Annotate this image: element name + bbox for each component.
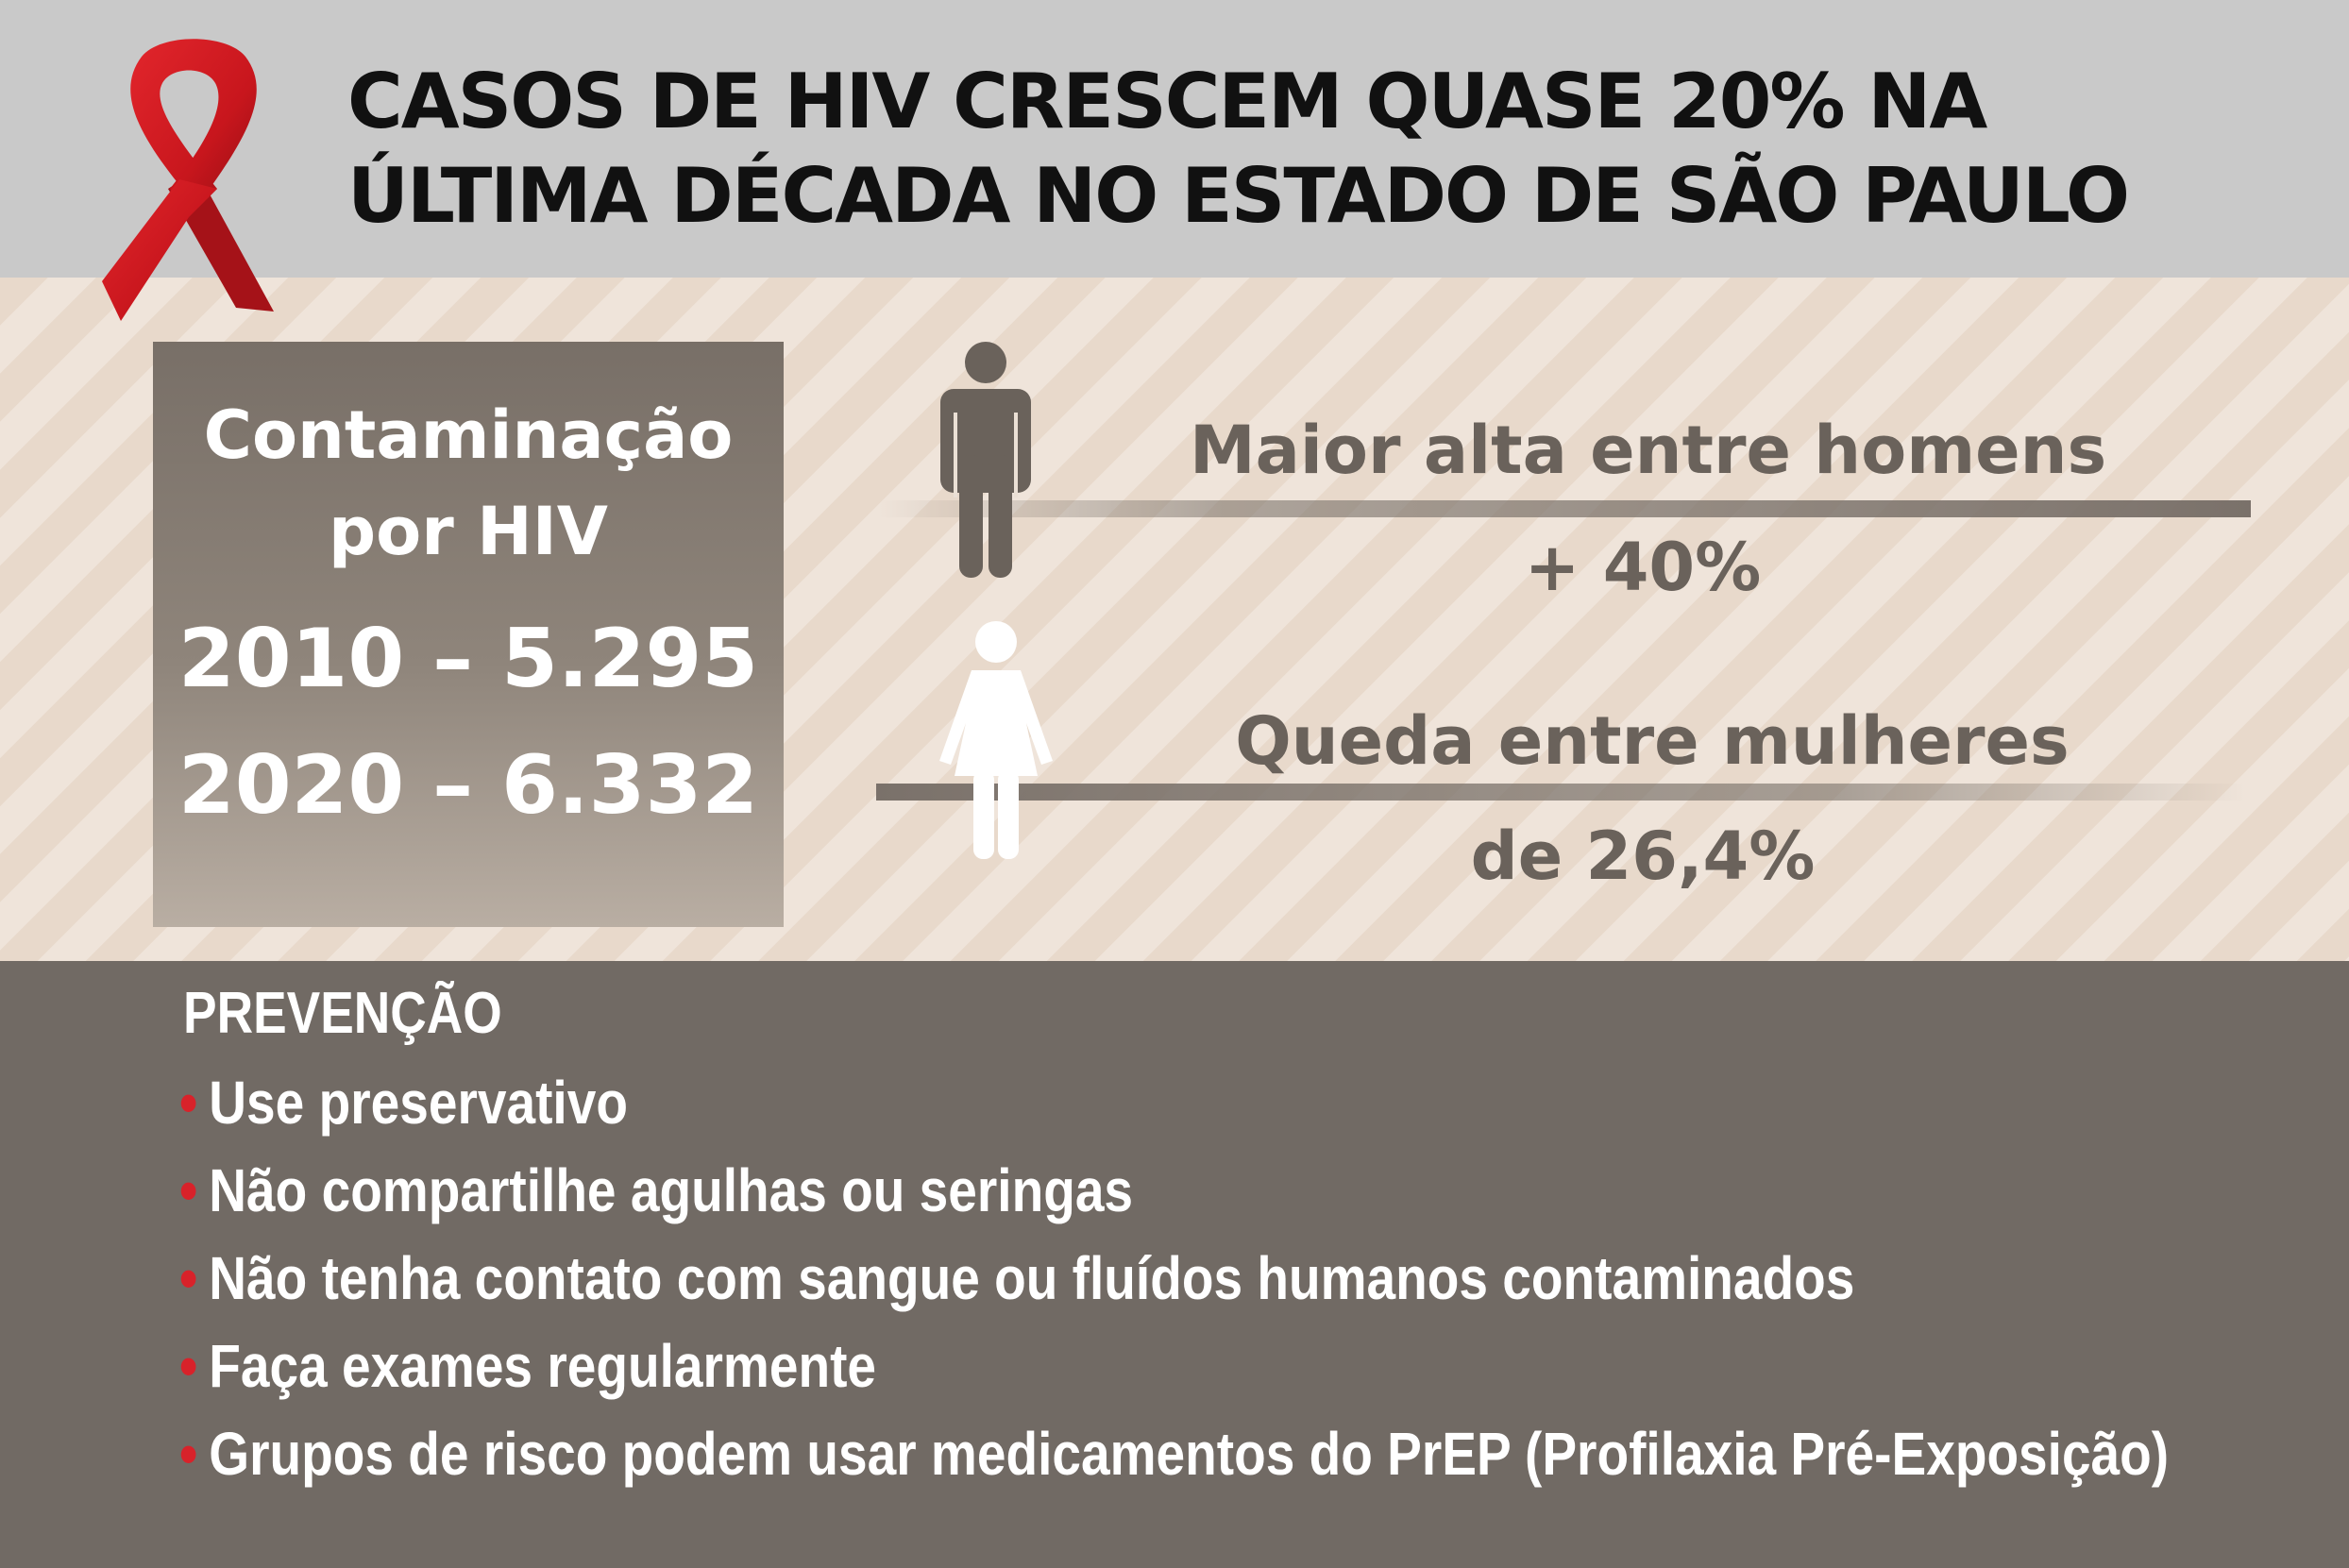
aids-awareness-red-ribbon-icon	[102, 39, 274, 321]
stats-title-line-2: por HIV	[329, 493, 608, 570]
prevention-item-text: Faça exames regularmente	[209, 1332, 877, 1400]
bullet-icon: •	[179, 1332, 198, 1400]
stat-2010: 2010 – 5.295	[177, 612, 759, 706]
header-band	[0, 0, 2349, 278]
woman-icon	[939, 621, 1053, 859]
prevention-band	[0, 961, 2349, 1568]
women-stat-label: Queda entre mulheres	[1235, 702, 2070, 780]
page-title: CASOS DE HIV CRESCEM QUASE 20% NA ÚLTIMA…	[347, 55, 2311, 244]
title-line-2: ÚLTIMA DÉCADA NO ESTADO DE SÃO PAULO	[347, 152, 2130, 240]
list-item: • Não tenha contato com sangue ou fluídos…	[179, 1235, 2169, 1323]
men-stat-value: + 40%	[1524, 529, 1762, 606]
bullet-icon: •	[179, 1420, 198, 1488]
list-item: • Use preservativo	[179, 1059, 2169, 1147]
men-stat-label: Maior alta entre homens	[1190, 412, 2107, 489]
prevention-item-text: Não compartilhe agulhas ou seringas	[209, 1156, 1134, 1224]
prevention-item-text: Não tenha contato com sangue ou fluídos …	[209, 1244, 1855, 1312]
list-item: • Faça exames regularmente	[179, 1323, 2169, 1410]
bullet-icon: •	[179, 1069, 198, 1137]
title-line-1: CASOS DE HIV CRESCEM QUASE 20% NA	[347, 58, 1987, 145]
bullet-icon: •	[179, 1244, 198, 1312]
women-stat-value: de 26,4%	[1470, 818, 1816, 895]
prevention-item-text: Grupos de risco podem usar medicamentos …	[209, 1420, 2170, 1488]
women-divider	[876, 784, 2245, 801]
stat-2020: 2020 – 6.332	[177, 738, 759, 833]
men-divider	[878, 500, 2251, 517]
list-item: • Grupos de risco podem usar medicamentos…	[179, 1410, 2169, 1498]
list-item: • Não compartilhe agulhas ou seringas	[179, 1147, 2169, 1235]
stats-title-line-1: Contaminação	[203, 396, 734, 474]
prevention-list: • Use preservativo • Não compartilhe agulh…	[179, 1059, 2349, 1498]
man-icon	[940, 342, 1031, 578]
contamination-stats-box: Contaminação por HIV	[153, 342, 784, 927]
stats-box-title: Contaminação por HIV	[153, 387, 784, 580]
prevention-item-text: Use preservativo	[209, 1069, 628, 1137]
bullet-icon: •	[179, 1156, 198, 1224]
prevention-title: PREVENÇÃO	[183, 981, 502, 1046]
